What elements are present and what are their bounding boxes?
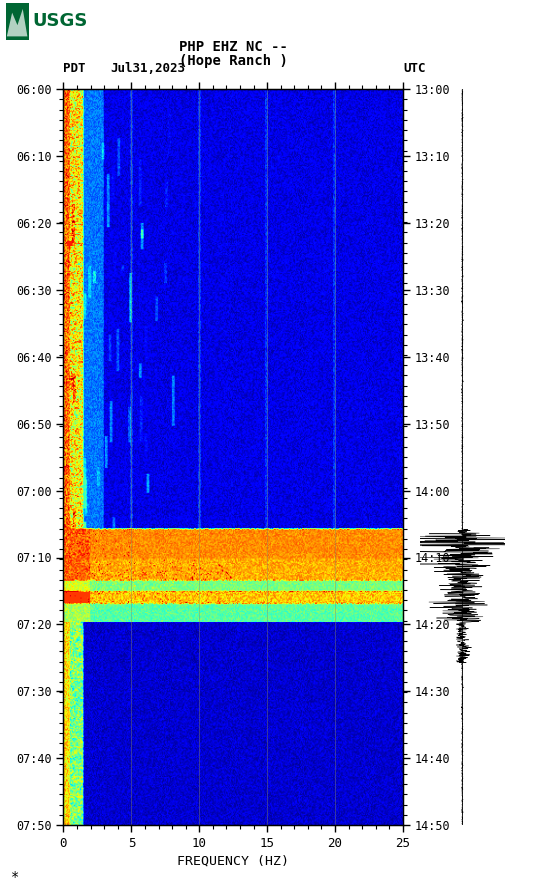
Text: (Hope Ranch ): (Hope Ranch ) <box>179 54 288 68</box>
Text: PDT: PDT <box>63 62 86 75</box>
Text: Jul31,2023: Jul31,2023 <box>110 62 185 75</box>
Text: USGS: USGS <box>32 12 87 30</box>
Text: PHP EHZ NC --: PHP EHZ NC -- <box>179 39 288 54</box>
Polygon shape <box>7 9 28 37</box>
X-axis label: FREQUENCY (HZ): FREQUENCY (HZ) <box>177 854 289 867</box>
Text: *: * <box>11 871 19 884</box>
Text: UTC: UTC <box>403 62 426 75</box>
Polygon shape <box>6 3 29 40</box>
